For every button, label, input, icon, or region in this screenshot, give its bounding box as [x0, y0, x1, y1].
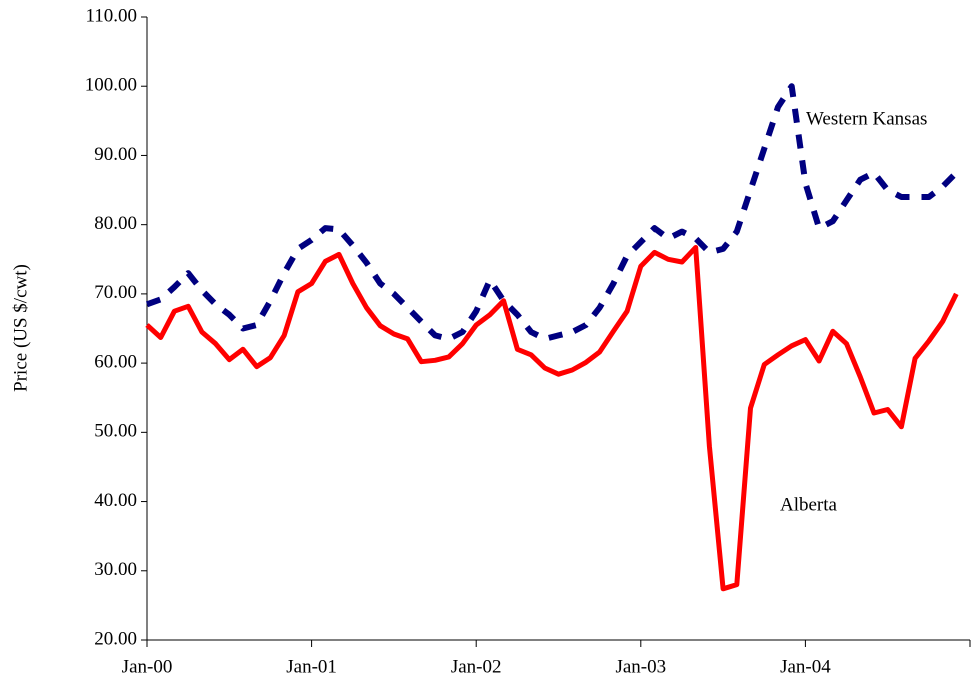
x-tick-label: Jan-01 — [286, 656, 337, 677]
x-tick-label: Jan-02 — [451, 656, 502, 677]
series-line — [145, 245, 959, 592]
y-tick-label: 20.00 — [94, 628, 137, 649]
y-tick-label: 70.00 — [94, 282, 137, 303]
y-tick-label: 100.00 — [85, 75, 137, 96]
y-axis-label: Price (US $/cwt) — [10, 264, 31, 392]
series-line — [145, 83, 959, 342]
x-tick-label: Jan-03 — [615, 656, 666, 677]
x-tick-label: Jan-00 — [122, 656, 173, 677]
y-tick-label: 40.00 — [94, 490, 137, 511]
series-annotation: Alberta — [780, 494, 838, 515]
y-tick-label: 50.00 — [94, 421, 137, 442]
y-tick-label: 60.00 — [94, 351, 137, 372]
y-tick-label: 80.00 — [94, 213, 137, 234]
x-tick-label: Jan-04 — [780, 656, 831, 677]
y-tick-label: 30.00 — [94, 559, 137, 580]
series-annotation: Western Kansas — [806, 108, 927, 129]
y-tick-label: 110.00 — [85, 5, 137, 26]
y-tick-label: 90.00 — [94, 144, 137, 165]
